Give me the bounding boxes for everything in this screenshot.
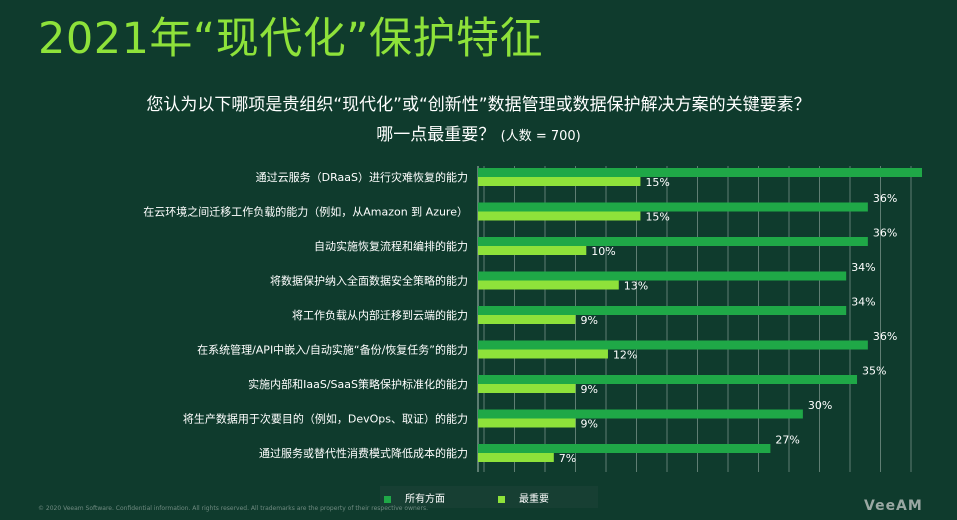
bar-most-important: [478, 211, 641, 221]
data-label: 15%: [645, 176, 669, 189]
category-label: 在云环境之间迁移工作负载的能力（例如，从Amazon 到 Azure）: [143, 205, 468, 219]
survey-subquestion: 哪一点最重要？ (人数 = 700): [0, 120, 957, 145]
data-label: 27%: [775, 434, 799, 447]
legend-item-all: 所有方面: [384, 490, 445, 505]
subquestion-text: 哪一点最重要？: [376, 125, 496, 145]
data-label: 30%: [808, 399, 832, 412]
category-label: 将数据保护纳入全面数据安全策略的能力: [270, 274, 468, 288]
data-label: 9%: [580, 383, 597, 396]
bar-most-important: [478, 177, 641, 186]
bar-all-aspects: [478, 237, 868, 246]
data-label: 9%: [580, 314, 597, 327]
legend-swatch-most: [498, 495, 505, 503]
category-label: 自动实施恢复流程和编排的能力: [314, 239, 468, 253]
data-label: 9%: [580, 418, 597, 431]
bar-most-important: [478, 418, 576, 428]
category-label: 在系统管理/API中嵌入/自动实施“备份/恢复任务”的能力: [197, 343, 468, 357]
legend-label-most: 最重要: [519, 494, 549, 505]
bar-all-aspects: [478, 168, 922, 177]
page-title: 2021年“现代化”保护特征: [38, 14, 543, 64]
data-label: 36%: [873, 192, 897, 205]
legend-item-most: 最重要: [498, 490, 549, 505]
category-label: 将工作负载从内部迁移到云端的能力: [292, 308, 468, 322]
data-label: 35%: [862, 365, 886, 378]
data-label: 10%: [591, 245, 615, 258]
bar-most-important: [478, 280, 619, 290]
data-label: 13%: [624, 280, 648, 293]
bar-most-important: [478, 453, 554, 462]
data-label: 12%: [613, 349, 637, 362]
bar-all-aspects: [478, 271, 847, 281]
bar-all-aspects: [478, 409, 803, 419]
copyright-footer: © 2020 Veeam Software. Confidential info…: [38, 505, 428, 512]
bar-most-important: [478, 315, 576, 324]
veeam-logo: VeeAM: [864, 498, 923, 514]
legend-swatch-all: [384, 495, 391, 503]
data-label: 15%: [645, 211, 669, 224]
survey-question: 您认为以下哪项是贵组织“现代化”或“创新性”数据管理或数据保护解决方案的关键要素…: [146, 95, 811, 115]
data-label: 36%: [873, 330, 897, 343]
bar-most-important: [478, 349, 608, 359]
data-label: 34%: [851, 261, 875, 274]
category-label: 通过服务或替代性消费模式降低成本的能力: [259, 446, 468, 460]
bar-all-aspects: [478, 306, 847, 315]
bar-all-aspects: [478, 375, 858, 384]
data-label: 7%: [559, 452, 576, 465]
category-label: 实施内部和IaaS/SaaS策略保护标准化的能力: [248, 377, 468, 391]
category-label: 将生产数据用于次要目的（例如，DevOps、取证）的能力: [183, 412, 468, 426]
sample-size: (人数 = 700): [500, 129, 581, 144]
bar-all-aspects: [478, 340, 868, 350]
category-label: 通过云服务（DRaaS）进行灾难恢复的能力: [256, 170, 468, 184]
bar-all-aspects: [478, 444, 771, 453]
legend-label-all: 所有方面: [405, 494, 445, 505]
bar-all-aspects: [478, 202, 868, 212]
bar-most-important: [478, 384, 576, 393]
data-label: 34%: [851, 296, 875, 309]
bar-most-important: [478, 246, 587, 255]
data-label: 36%: [873, 227, 897, 240]
chart-legend: 所有方面 最重要: [380, 486, 598, 508]
